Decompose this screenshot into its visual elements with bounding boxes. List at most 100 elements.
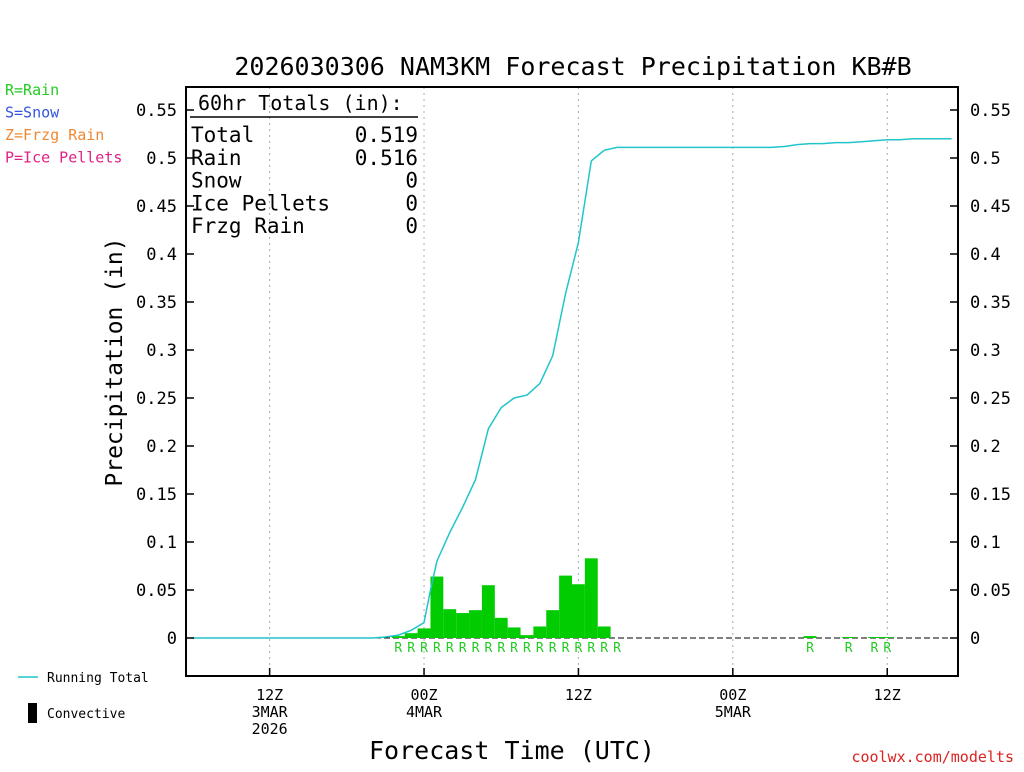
x-tick-label: 00Z [410, 686, 437, 704]
totals-row-value: 0.519 [355, 123, 418, 147]
y-tick-label-right: 0.35 [970, 293, 1011, 313]
y-tick-label-left: 0.2 [146, 437, 177, 457]
ptype-marker: R [433, 641, 441, 656]
ptype-marker: R [845, 641, 853, 656]
x-tick-label: 12Z [256, 686, 283, 704]
ptype-marker: R [600, 641, 608, 656]
y-tick-label-right: 0.4 [970, 245, 1001, 265]
legend: R=Rain S=Snow Z=Frzg Rain P=Ice Pellets Runn… [5, 81, 149, 723]
y-tick-label-left: 0.5 [146, 149, 177, 169]
precip-bar [481, 585, 495, 638]
ptype-marker: R [484, 641, 492, 656]
ptype-marker: R [446, 641, 454, 656]
x-tick-label: 3MAR [252, 703, 289, 721]
y-tick-label-left: 0.55 [136, 101, 177, 121]
y-tick-label-right: 0 [970, 629, 980, 649]
y-tick-label-left: 0.15 [136, 485, 177, 505]
y-tick-label-left: 0.3 [146, 341, 177, 361]
y-tick-label-right: 0.2 [970, 437, 1001, 457]
y-axis-label: Precipitation (in) [102, 237, 128, 486]
y-tick-label-right: 0.55 [970, 101, 1011, 121]
precip-bar [404, 633, 418, 638]
plot-frame [185, 86, 959, 677]
totals-row-label: Ice Pellets [191, 191, 330, 215]
totals-box: 60hr Totals (in): Total 0.519 Rain 0.516 Sno… [190, 91, 418, 238]
ptype-marker: R [562, 641, 570, 656]
ptype-marker: R [459, 641, 467, 656]
totals-row-label: Snow [191, 169, 242, 193]
ptype-marker: R [523, 641, 531, 656]
convective-label: Convective [47, 707, 125, 722]
precip-bar [546, 610, 560, 638]
totals-row-value: 0 [405, 191, 418, 215]
ptype-marker: R [587, 641, 595, 656]
y-tick-label-right: 0.25 [970, 389, 1011, 409]
x-tick-label: 5MAR [715, 703, 752, 721]
convective-swatch [28, 703, 37, 723]
precip-bar [507, 627, 521, 638]
watermark: coolwx.com/modelts [851, 748, 1014, 766]
y-tick-label-right: 0.5 [970, 149, 1001, 169]
totals-row-label: Rain [191, 146, 242, 170]
precip-bar [417, 628, 431, 638]
ptype-marker: R [510, 641, 518, 656]
precip-bar [867, 637, 881, 638]
x-tick-label: 12Z [565, 686, 592, 704]
legend-entry: P=Ice Pellets [5, 149, 122, 167]
totals-row-label: Total [191, 123, 254, 147]
x-tick-label: 00Z [719, 686, 746, 704]
ptype-marker: R [575, 641, 583, 656]
ptype-marker: R [883, 641, 891, 656]
totals-row-value: 0.516 [355, 146, 418, 170]
x-tick-label: 4MAR [406, 703, 443, 721]
precip-bar [584, 558, 598, 638]
totals-row-value: 0 [405, 214, 418, 238]
ptype-marker: R [613, 641, 621, 656]
totals-row-value: 0 [405, 169, 418, 193]
y-tick-label-right: 0.45 [970, 197, 1011, 217]
ptype-marker: R [472, 641, 480, 656]
precip-bar [456, 613, 470, 638]
y-tick-label-right: 0.1 [970, 533, 1001, 553]
precip-bar [572, 584, 585, 638]
y-tick-label-left: 0.05 [136, 581, 177, 601]
y-tick-label-left: 0.45 [136, 197, 177, 217]
ptype-marker: R [420, 641, 428, 656]
chart-title: 2026030306 NAM3KM Forecast Precipitation… [234, 52, 911, 81]
y-tick-label-left: 0.35 [136, 293, 177, 313]
legend-entry: R=Rain [5, 81, 59, 99]
precip-bar [391, 636, 405, 638]
precip-bar [469, 610, 482, 638]
running-total-label: Running Total [47, 671, 149, 686]
running-total-line [192, 138, 952, 639]
precip-bar [494, 617, 508, 638]
y-tick-label-left: 0.1 [146, 533, 177, 553]
ptype-marker: R [536, 641, 544, 656]
legend-entry: Z=Frzg Rain [5, 126, 104, 144]
y-tick-label-left: 0 [167, 629, 177, 649]
totals-heading: 60hr Totals (in): [198, 91, 403, 115]
ptype-marker: R [549, 641, 557, 656]
precip-bar [597, 626, 611, 638]
ptype-marker: R [870, 641, 878, 656]
x-tick-label: 2026 [252, 720, 288, 738]
ptype-marker: R [394, 641, 402, 656]
y-tick-label-left: 0.4 [146, 245, 177, 265]
precip-bar [533, 626, 547, 638]
ptype-marker: R [407, 641, 415, 656]
x-tick-label: 12Z [874, 686, 901, 704]
precip-bar [559, 575, 572, 638]
y-tick-label-right: 0.3 [970, 341, 1001, 361]
precip-bar [520, 635, 534, 638]
ptype-marker: R [806, 641, 814, 656]
legend-entry: S=Snow [5, 104, 60, 122]
y-tick-label-right: 0.05 [970, 581, 1011, 601]
y-tick-label-left: 0.25 [136, 389, 177, 409]
x-axis-label: Forecast Time (UTC) [369, 736, 655, 765]
precip-bars [391, 558, 894, 638]
precip-bar [842, 637, 856, 638]
y-axis-left: 0 0.05 0.1 0.15 0.2 0.25 0.3 0.35 0.4 0.45 0.5 0.55 [136, 101, 194, 649]
